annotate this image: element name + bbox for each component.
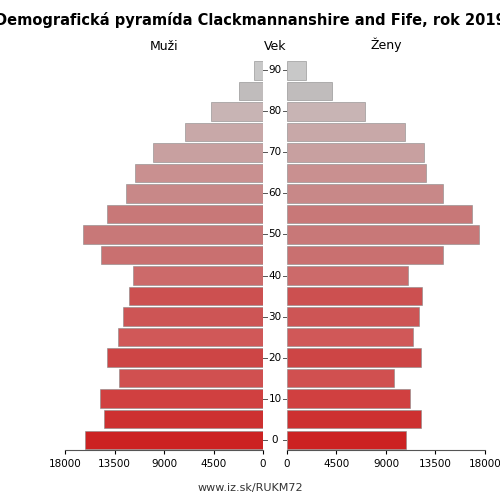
Text: Muži: Muži	[150, 40, 178, 52]
Text: Ženy: Ženy	[370, 38, 402, 52]
Bar	[287, 164, 426, 182]
Text: 80: 80	[268, 106, 281, 117]
Bar	[124, 308, 263, 326]
Text: 0: 0	[272, 434, 278, 444]
Bar	[107, 348, 263, 367]
Bar	[129, 287, 263, 306]
Bar	[287, 102, 365, 120]
Bar	[287, 369, 394, 388]
Bar	[254, 61, 263, 80]
Bar	[287, 348, 421, 367]
Bar	[287, 390, 410, 408]
Bar	[100, 390, 263, 408]
Text: 10: 10	[268, 394, 281, 404]
Bar	[119, 369, 263, 388]
Bar	[287, 61, 306, 80]
Bar	[82, 225, 263, 244]
Text: 40: 40	[268, 270, 281, 280]
Text: 20: 20	[268, 352, 281, 362]
Bar	[102, 246, 263, 264]
Text: www.iz.sk/RUKM72: www.iz.sk/RUKM72	[197, 482, 303, 492]
Bar	[239, 82, 263, 100]
Bar	[126, 184, 263, 203]
Bar	[118, 328, 263, 346]
Bar	[136, 164, 263, 182]
Bar	[287, 410, 421, 428]
Bar	[133, 266, 263, 285]
Text: Demografická pyramída Clackmannanshire and Fife, rok 2019: Demografická pyramída Clackmannanshire a…	[0, 12, 500, 28]
Bar	[212, 102, 263, 120]
Bar	[287, 287, 422, 306]
Bar	[287, 184, 443, 203]
Bar	[287, 328, 414, 346]
Bar	[107, 204, 263, 223]
Bar	[185, 122, 263, 141]
Bar	[287, 308, 419, 326]
Text: 30: 30	[268, 312, 281, 322]
Text: 50: 50	[268, 230, 281, 239]
Bar	[287, 246, 443, 264]
Bar	[153, 143, 263, 162]
Bar	[85, 430, 263, 449]
Text: 90: 90	[268, 66, 281, 76]
Bar	[287, 204, 472, 223]
Bar	[287, 122, 405, 141]
Bar	[287, 225, 480, 244]
Bar	[287, 143, 424, 162]
Bar	[287, 82, 332, 100]
Bar	[287, 430, 406, 449]
Text: 70: 70	[268, 148, 281, 158]
Text: Vek: Vek	[264, 40, 286, 52]
Text: 60: 60	[268, 188, 281, 198]
Bar	[287, 266, 408, 285]
Bar	[104, 410, 263, 428]
